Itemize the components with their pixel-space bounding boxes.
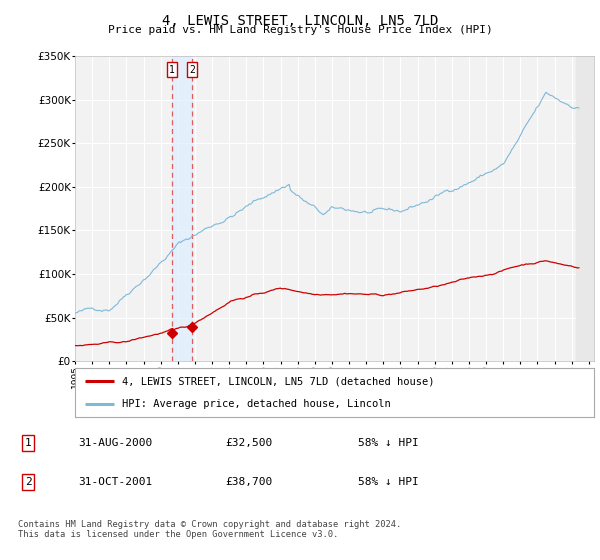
Text: 31-AUG-2000: 31-AUG-2000 <box>78 438 152 448</box>
Text: 1: 1 <box>169 65 175 74</box>
Text: 58% ↓ HPI: 58% ↓ HPI <box>358 438 418 448</box>
Text: 2: 2 <box>25 477 32 487</box>
Text: 58% ↓ HPI: 58% ↓ HPI <box>358 477 418 487</box>
Text: 1: 1 <box>25 438 32 448</box>
Bar <box>576 56 594 361</box>
Text: Contains HM Land Registry data © Crown copyright and database right 2024.
This d: Contains HM Land Registry data © Crown c… <box>18 520 401 539</box>
Text: £32,500: £32,500 <box>225 438 272 448</box>
Text: HPI: Average price, detached house, Lincoln: HPI: Average price, detached house, Linc… <box>122 399 391 409</box>
Text: 2: 2 <box>189 65 195 74</box>
Text: 4, LEWIS STREET, LINCOLN, LN5 7LD (detached house): 4, LEWIS STREET, LINCOLN, LN5 7LD (detac… <box>122 376 434 386</box>
Text: 31-OCT-2001: 31-OCT-2001 <box>78 477 152 487</box>
Text: Price paid vs. HM Land Registry's House Price Index (HPI): Price paid vs. HM Land Registry's House … <box>107 25 493 35</box>
Text: 4, LEWIS STREET, LINCOLN, LN5 7LD: 4, LEWIS STREET, LINCOLN, LN5 7LD <box>162 14 438 28</box>
Bar <box>172 56 192 361</box>
Text: £38,700: £38,700 <box>225 477 272 487</box>
